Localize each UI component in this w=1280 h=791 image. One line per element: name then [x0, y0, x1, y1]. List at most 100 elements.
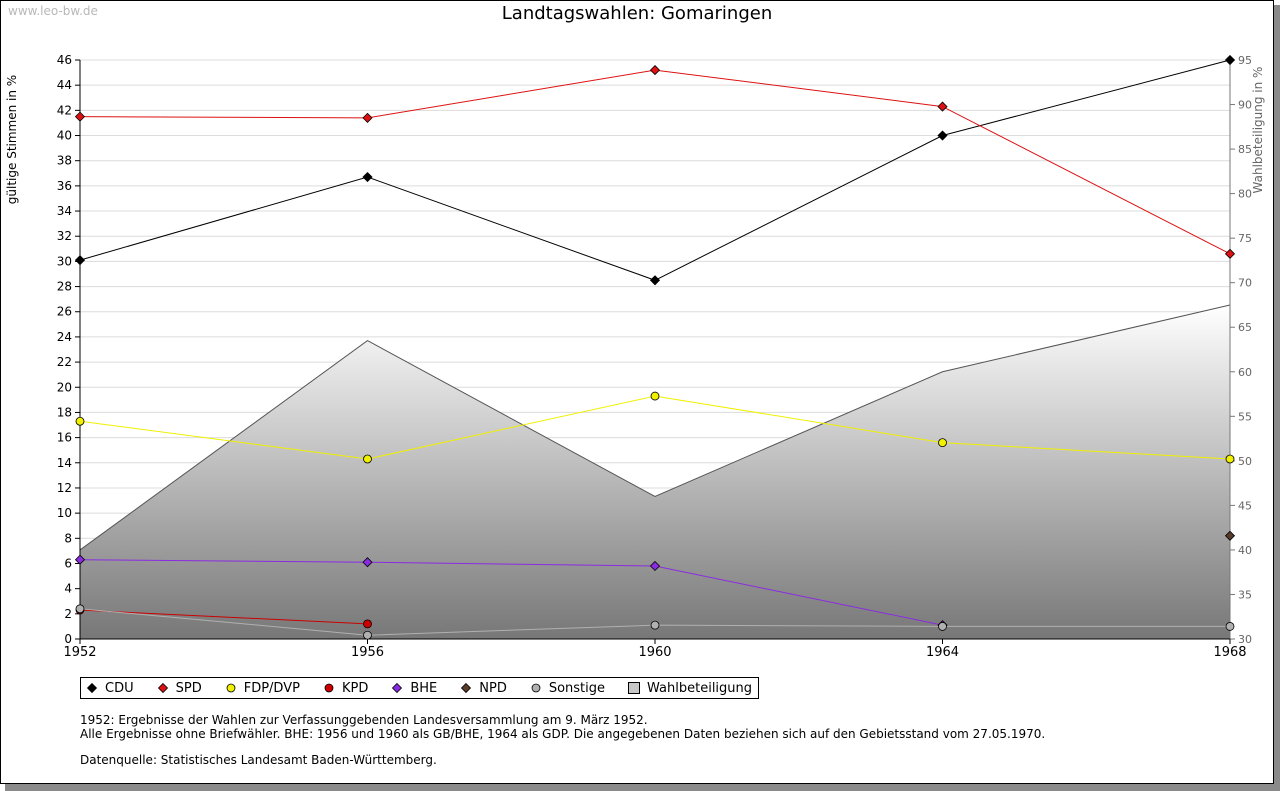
y2-tick-label-85: 85 [1238, 143, 1252, 156]
y-tick-label-2: 2 [64, 607, 72, 621]
legend-symbol-kpd [324, 683, 334, 693]
y2-tick-label-95: 95 [1238, 54, 1252, 67]
point-sonstige-1956 [363, 630, 372, 640]
x-tick-label-1952: 1952 [63, 645, 96, 660]
chart-title: Landtagswahlen: Gomaringen [501, 3, 773, 24]
point-cdu-1964 [937, 130, 948, 141]
note-line-1: 1952: Ergebnisse der Wahlen zur Verfassu… [80, 713, 648, 727]
y-tick-label-36: 36 [57, 179, 72, 193]
legend-marker-sonstige [531, 683, 541, 693]
data-source: Datenquelle: Statistisches Landesamt Bad… [80, 753, 437, 767]
y-tick-label-14: 14 [57, 456, 72, 470]
legend-item-spd: SPD [156, 681, 202, 696]
frame-shadow-right [1274, 5, 1280, 791]
y-tick-label-34: 34 [57, 204, 72, 218]
point-sonstige-1968 [1225, 622, 1235, 631]
point-spd-1956 [362, 112, 373, 123]
y2-tick-label-55: 55 [1238, 410, 1252, 423]
legend-label-spd: SPD [175, 680, 202, 696]
point-bhe-1960 [649, 560, 661, 572]
turnout-line [79, 304, 1231, 551]
chart-notes: 1952: Ergebnisse der Wahlen zur Verfassu… [80, 713, 1045, 767]
y-tick-label-28: 28 [57, 280, 72, 294]
point-bhe-1952 [74, 554, 86, 565]
y-tick-label-46: 46 [57, 53, 72, 67]
point-sonstige-1960 [650, 620, 660, 630]
legend-marker-cdu [86, 682, 98, 694]
y-tick-label-0: 0 [64, 632, 72, 646]
y-tick-label-38: 38 [57, 154, 72, 168]
point-sonstige-1964 [938, 622, 947, 631]
point-npd-1968 [1224, 530, 1236, 541]
y2-tick-label-70: 70 [1238, 277, 1252, 290]
legend-marker-fdp-dvp [226, 683, 236, 693]
legend-item-fdp-dvp: FDP/DVP [224, 681, 300, 696]
legend-marker-npd [461, 682, 472, 694]
legend-label-npd: NPD [479, 680, 507, 696]
point-spd-1960 [649, 65, 661, 76]
y-tick-label-44: 44 [57, 78, 72, 92]
y-tick-label-10: 10 [57, 506, 72, 520]
legend-symbol-sonstige [531, 683, 541, 693]
y-tick-label-6: 6 [64, 556, 72, 570]
chart-legend: CDU SPD FDP/DVP KPD BHE NPD Sonstige Wahlbeteil… [80, 677, 760, 699]
y2-tick-label-80: 80 [1238, 188, 1252, 201]
series-line-spd [79, 69, 1231, 255]
point-fdp-dvp-1964 [938, 438, 947, 448]
y-tick-label-26: 26 [57, 305, 72, 319]
y2-tick-label-75: 75 [1238, 232, 1252, 245]
point-cdu-1968 [1224, 54, 1236, 66]
point-spd-1964 [937, 101, 948, 112]
point-cdu-1952 [74, 255, 86, 266]
x-tick-label-1956: 1956 [351, 645, 384, 660]
y-tick-label-4: 4 [64, 582, 72, 596]
y2-tick-label-60: 60 [1238, 366, 1252, 379]
legend-marker-bhe [392, 682, 403, 694]
legend-label-fdp-dvp: FDP/DVP [243, 680, 300, 696]
x-tick-label-1968: 1968 [1213, 645, 1246, 660]
legend-symbol-cdu [86, 682, 98, 694]
legend-item-wahlbeteiligung: Wahlbeteiligung [627, 681, 752, 696]
y2-tick-label-30: 30 [1238, 633, 1252, 646]
y-tick-label-40: 40 [57, 129, 72, 143]
point-fdp-dvp-1952 [75, 416, 85, 426]
legend-marker-spd [157, 682, 168, 694]
y-tick-label-12: 12 [57, 481, 72, 495]
frame-shadow-bottom [5, 784, 1280, 791]
point-spd-1952 [74, 111, 86, 122]
series-line-kpd [79, 609, 368, 625]
legend-label-kpd: KPD [341, 680, 369, 696]
point-kpd-1956 [363, 619, 372, 629]
note-line-2: Alle Ergebnisse ohne Briefwähler. BHE: 1… [80, 727, 1046, 741]
legend-item-npd: NPD [459, 681, 507, 696]
point-spd-1968 [1224, 248, 1236, 259]
point-cdu-1960 [649, 275, 661, 286]
y2-tick-label-50: 50 [1238, 455, 1252, 468]
y-tick-label-22: 22 [57, 355, 72, 369]
y2-tick-label-40: 40 [1238, 544, 1252, 557]
legend-item-sonstige: Sonstige [529, 681, 605, 696]
y2-tick-label-65: 65 [1238, 321, 1252, 334]
y-tick-label-32: 32 [57, 229, 72, 243]
legend-symbol-wahlbeteiligung [628, 682, 641, 694]
turnout-area [80, 304, 1230, 639]
x-tick-label-1960: 1960 [638, 645, 671, 660]
legend-label-cdu: CDU [105, 680, 134, 696]
legend-label-sonstige: Sonstige [548, 680, 606, 696]
series-line-cdu [79, 59, 1231, 281]
point-fdp-dvp-1968 [1225, 454, 1235, 464]
y-tick-label-8: 8 [64, 531, 72, 545]
x-tick-label-1964: 1964 [926, 645, 959, 660]
point-fdp-dvp-1956 [363, 454, 372, 464]
legend-symbol-fdp-dvp [226, 683, 236, 693]
legend-marker-wahlbeteiligung [628, 682, 641, 694]
legend-marker-kpd [324, 683, 334, 693]
point-sonstige-1952 [75, 604, 85, 614]
chart-plot: 0246810121416182022242628303234363840424… [5, 53, 1265, 660]
legend-item-cdu: CDU [85, 681, 134, 696]
y-tick-label-30: 30 [57, 254, 72, 268]
series-line-bhe [79, 559, 943, 626]
y-tick-label-18: 18 [57, 405, 72, 419]
y-tick-label-24: 24 [57, 330, 72, 344]
y2-tick-label-45: 45 [1238, 499, 1252, 512]
